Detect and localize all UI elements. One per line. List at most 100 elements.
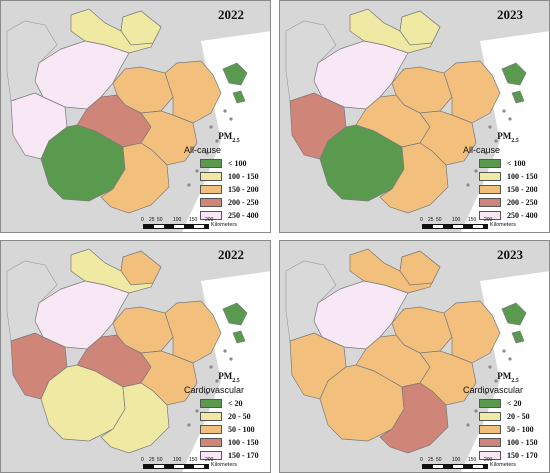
scale-tick-label: 100 — [452, 457, 461, 463]
legend-label: 50 - 100 — [507, 424, 534, 434]
legend-label: 100 - 150 — [228, 171, 259, 181]
legend-item: 150 - 200 — [200, 183, 268, 196]
legend-pm-title: PM2.5 — [497, 371, 519, 384]
map-panel: 2023 PM2.5 Cardiovascular < 20 20 - 50 50 - 1… — [279, 240, 550, 473]
legend-swatch — [200, 184, 222, 194]
year-label: 2023 — [497, 247, 523, 262]
island-marker — [223, 349, 227, 353]
scale-tick-label: 25 — [428, 457, 434, 463]
legend-label: 150 - 200 — [228, 184, 259, 194]
island-marker — [488, 125, 492, 129]
scale-bar-graphic — [422, 464, 488, 469]
legend-swatch — [479, 437, 501, 447]
region-tz — [140, 350, 198, 406]
region-tz — [419, 110, 477, 166]
scale-tick-label: 150 — [468, 217, 477, 223]
scale-tick-label: 200 — [205, 457, 214, 463]
legend-item: 100 - 150 — [200, 170, 268, 183]
region-jx — [120, 250, 162, 286]
island-marker — [502, 349, 506, 353]
island-marker — [205, 151, 209, 155]
scale-tick-label: 150 — [468, 457, 477, 463]
scale-bar: 0 25 50 100 150 200 Kilometers — [141, 217, 263, 231]
region-zs — [501, 62, 527, 104]
island-marker — [215, 139, 219, 143]
legend-swatch — [200, 171, 222, 181]
island-marker — [229, 117, 233, 121]
legend-label: 150 - 170 — [507, 450, 538, 460]
legend-cause-title: Cardiovascular — [184, 384, 245, 395]
scale-unit-label: Kilometers — [211, 462, 237, 468]
legend-label: < 20 — [228, 398, 243, 408]
island-marker — [474, 409, 478, 413]
legend-label: 20 - 50 — [228, 411, 251, 421]
legend-label: 150 - 170 — [228, 450, 259, 460]
region-zs — [501, 302, 527, 344]
legend-swatch — [479, 398, 501, 408]
legend-item: 150 - 170 — [200, 449, 268, 462]
legend-label: 20 - 50 — [507, 411, 530, 421]
island-marker — [466, 183, 470, 187]
legend-label: 100 - 150 — [507, 437, 538, 447]
island-marker — [229, 357, 233, 361]
legend-swatch — [479, 197, 501, 207]
island-marker — [508, 357, 512, 361]
legend-label: < 100 — [507, 158, 526, 168]
legend-cause-title: All-cause — [463, 144, 501, 155]
legend-item: < 20 — [479, 397, 547, 410]
legend-item: 20 - 50 — [479, 410, 547, 423]
scale-tick-label: 50 — [157, 217, 163, 223]
region-jx — [399, 10, 441, 46]
legend-pm-title: PM2.5 — [497, 131, 519, 144]
choropleth-map — [6, 248, 270, 472]
island-marker — [508, 117, 512, 121]
scale-unit-label: Kilometers — [490, 222, 516, 228]
scale-unit-label: Kilometers — [211, 222, 237, 228]
island-marker — [484, 391, 488, 395]
legend-item: 50 - 100 — [200, 423, 268, 436]
scale-tick-label: 200 — [205, 217, 214, 223]
island-marker — [488, 365, 492, 369]
legend-cause-title: Cardiovascular — [463, 384, 524, 395]
island-marker — [195, 169, 199, 173]
scale-tick-label: 50 — [436, 457, 442, 463]
sea-area — [460, 271, 549, 472]
legend-label: 200 - 250 — [228, 197, 259, 207]
scale-bar-graphic — [143, 464, 209, 469]
island-marker — [474, 169, 478, 173]
year-label: 2023 — [497, 7, 523, 22]
legend-item: 150 - 200 — [479, 183, 547, 196]
legend-label: 250 - 400 — [507, 210, 538, 220]
region-wz — [100, 142, 170, 214]
scale-tick-label: 0 — [420, 217, 423, 223]
legend: PM2.5 Cardiovascular < 20 20 - 50 50 - 100 10… — [184, 371, 268, 462]
map-panel: 2023 PM2.5 All-cause < 100 100 - 150 150 - 20… — [279, 0, 550, 233]
legend-swatch — [200, 197, 222, 207]
scale-tick-label: 25 — [149, 217, 155, 223]
scale-tick-label: 150 — [189, 457, 198, 463]
legend: PM2.5 All-cause < 100 100 - 150 150 - 200 200… — [463, 131, 547, 222]
choropleth-map — [285, 8, 549, 232]
scale-tick-label: 0 — [141, 217, 144, 223]
scale-bar: 0 25 50 100 150 200 Kilometers — [420, 217, 542, 231]
scale-tick-label: 100 — [173, 457, 182, 463]
legend-swatch — [200, 437, 222, 447]
scale-tick-label: 50 — [436, 217, 442, 223]
island-marker — [466, 423, 470, 427]
legend-pm-title: PM2.5 — [218, 131, 240, 144]
sea-area — [181, 271, 270, 472]
sea-area — [460, 31, 549, 232]
legend-label: 50 - 100 — [228, 424, 255, 434]
legend-label: 100 - 150 — [228, 437, 259, 447]
scale-tick-label: 25 — [428, 217, 434, 223]
scale-tick-label: 100 — [173, 217, 182, 223]
island-marker — [205, 391, 209, 395]
legend-swatch — [479, 171, 501, 181]
legend-swatch — [479, 411, 501, 421]
scale-tick-label: 150 — [189, 217, 198, 223]
scale-tick-label: 50 — [157, 457, 163, 463]
legend-item: 100 - 150 — [200, 436, 268, 449]
legend-swatch — [200, 411, 222, 421]
scale-unit-label: Kilometers — [490, 462, 516, 468]
island-marker — [215, 379, 219, 383]
